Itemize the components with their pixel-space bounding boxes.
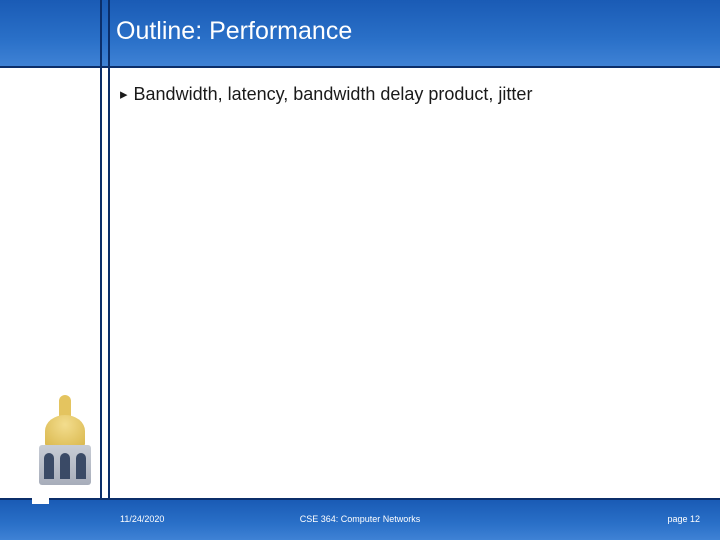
white-square-accent	[32, 487, 49, 504]
footer-course: CSE 364: Computer Networks	[0, 514, 720, 524]
vertical-rule-inner	[108, 0, 110, 540]
dome-logo-icon	[35, 395, 95, 490]
slide-title: Outline: Performance	[116, 17, 352, 46]
footer-page-number: page 12	[667, 514, 700, 524]
bullet-item: ▸ Bandwidth, latency, bandwidth delay pr…	[120, 84, 532, 105]
bullet-marker-icon: ▸	[120, 87, 128, 102]
slide: Outline: Performance ▸ Bandwidth, latenc…	[0, 0, 720, 540]
bullet-text: Bandwidth, latency, bandwidth delay prod…	[134, 84, 533, 105]
vertical-rule-outer	[100, 0, 102, 540]
